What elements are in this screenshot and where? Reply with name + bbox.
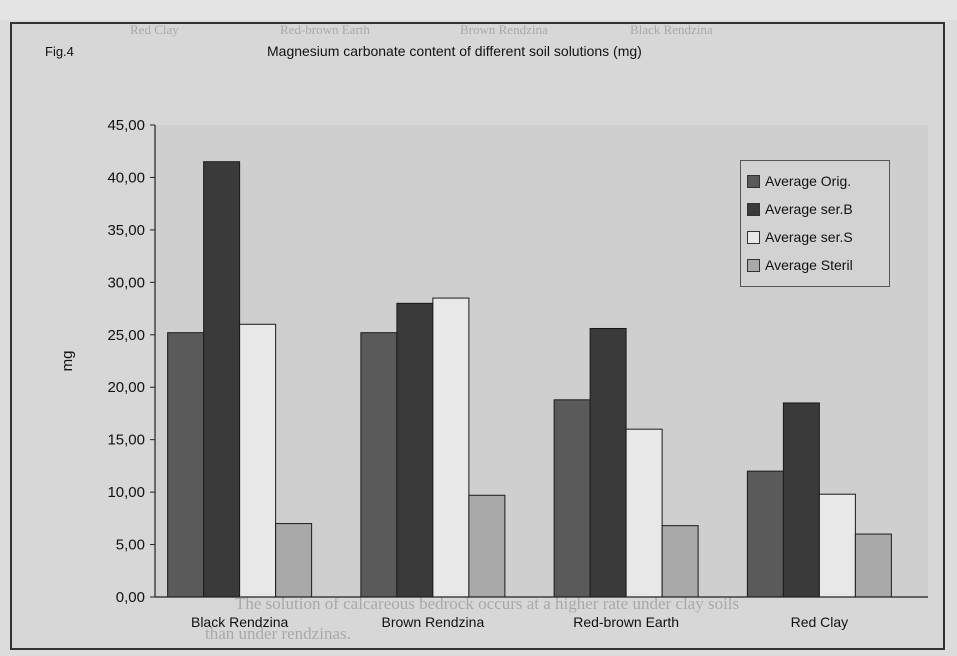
x-category-label: Red Clay — [791, 614, 849, 630]
x-category-label: Red-brown Earth — [573, 614, 679, 630]
bar — [432, 297, 470, 598]
y-tick-label: 15,00 — [107, 432, 145, 449]
y-tick-label: 30,00 — [107, 274, 145, 291]
chart-title: Magnesium carbonate content of different… — [267, 43, 642, 59]
y-tick-label: 20,00 — [107, 379, 145, 396]
figure-label: Fig.4 — [45, 44, 74, 59]
bar — [167, 332, 205, 598]
legend-label: Average Steril — [765, 257, 853, 273]
x-category-label: Black Rendzina — [191, 614, 288, 630]
bar — [396, 302, 434, 598]
bar — [782, 402, 820, 598]
y-tick-label: 10,00 — [107, 484, 145, 501]
legend-label: Average ser.S — [765, 229, 853, 245]
legend-item: Average Steril — [747, 251, 883, 279]
bar — [239, 323, 277, 598]
y-tick-label: 40,00 — [107, 169, 145, 186]
x-axis-categories: Black Rendzina Brown Rendzina Red-brown Ea… — [191, 614, 848, 630]
bar — [625, 428, 663, 598]
bar — [275, 523, 313, 598]
bar — [818, 493, 856, 598]
y-axis-ticks: 0,00 5,00 10,00 15,00 20,00 25,00 30,00 35,00 40… — [107, 117, 155, 606]
legend-swatch — [747, 202, 760, 216]
legend-item: Average ser.S — [747, 223, 883, 251]
scan-background-top — [0, 0, 957, 20]
legend-swatch — [747, 174, 760, 188]
bar — [360, 332, 398, 598]
y-tick-label: 0,00 — [116, 589, 145, 606]
chart-legend: Average Orig. Average ser.B Average ser.… — [740, 160, 890, 287]
bar — [553, 399, 591, 598]
legend-item: Average Orig. — [747, 167, 883, 195]
x-category-label: Brown Rendzina — [382, 614, 485, 630]
legend-item: Average ser.B — [747, 195, 883, 223]
bar — [203, 161, 241, 598]
bar — [746, 470, 784, 598]
y-tick-label: 25,00 — [107, 327, 145, 344]
legend-label: Average Orig. — [765, 173, 852, 189]
y-tick-label: 5,00 — [116, 537, 145, 554]
y-axis-title: mg — [59, 351, 76, 372]
legend-swatch — [747, 258, 760, 272]
legend-swatch — [747, 230, 760, 244]
bars — [167, 161, 892, 598]
y-tick-label: 45,00 — [107, 117, 145, 134]
y-tick-label: 35,00 — [107, 222, 145, 239]
bar — [661, 525, 699, 598]
bar — [468, 494, 506, 598]
legend-label: Average ser.B — [765, 201, 853, 217]
bar — [854, 533, 892, 598]
bar — [589, 327, 627, 598]
